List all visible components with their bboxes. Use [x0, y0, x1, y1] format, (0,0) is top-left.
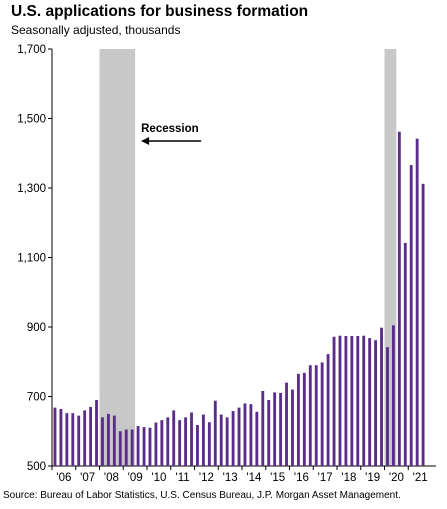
y-tick-label: 500 — [27, 461, 46, 473]
bar — [243, 403, 247, 466]
bar — [362, 335, 366, 466]
bar — [285, 382, 288, 466]
bar — [124, 429, 128, 466]
bar — [314, 365, 318, 466]
bar — [380, 327, 383, 466]
bar — [273, 392, 277, 466]
bar — [391, 325, 395, 466]
bar — [320, 362, 324, 466]
recession-shading-layer — [99, 49, 397, 466]
bar — [178, 420, 182, 466]
bar — [136, 426, 140, 466]
bar — [415, 138, 419, 466]
bar — [148, 427, 152, 466]
bar — [89, 406, 93, 466]
bar — [403, 242, 407, 466]
bar — [374, 340, 378, 466]
bar — [101, 417, 104, 466]
bar — [356, 336, 360, 466]
bar — [302, 372, 306, 466]
bar — [279, 393, 283, 466]
chart-subtitle: Seasonally adjusted, thousands — [11, 23, 181, 37]
bar — [267, 399, 271, 466]
bar — [350, 336, 354, 466]
x-tick-label: '08 — [104, 472, 119, 484]
x-tick-label: '12 — [199, 472, 214, 484]
y-tick-label: 1,100 — [17, 253, 46, 265]
x-tick-label: '10 — [151, 472, 166, 484]
x-tick-label: '15 — [270, 472, 285, 484]
x-tick-label: '11 — [176, 472, 190, 484]
bar — [421, 183, 425, 466]
bar — [106, 413, 110, 466]
bar — [326, 354, 330, 466]
bar — [83, 410, 87, 466]
x-tick-label: '20 — [389, 472, 404, 484]
bar — [344, 336, 348, 466]
bar — [207, 422, 211, 466]
bar — [397, 131, 401, 466]
bar — [77, 415, 81, 466]
recession-band — [99, 49, 136, 466]
y-tick-label: 1,700 — [17, 44, 46, 56]
bar — [308, 365, 312, 466]
x-tick-label: '07 — [80, 472, 95, 484]
y-tick-label: 700 — [27, 392, 46, 404]
bar — [296, 373, 300, 466]
bar — [53, 407, 57, 466]
x-tick-label: '19 — [365, 472, 380, 484]
bar — [291, 389, 294, 466]
bar — [201, 414, 205, 466]
annotation-layer: Recession — [141, 123, 202, 145]
y-tick-label: 1,500 — [17, 114, 46, 126]
bar — [95, 399, 98, 466]
bar — [65, 413, 69, 466]
bar — [213, 400, 217, 466]
bar — [368, 338, 372, 466]
bar — [237, 407, 241, 466]
recession-annotation-label: Recession — [141, 123, 199, 135]
x-tick-label: '14 — [246, 472, 262, 484]
bar — [118, 431, 122, 466]
y-tick-label: 900 — [27, 322, 46, 334]
x-tick-label: '17 — [318, 472, 333, 484]
chart-source-note: Source: Bureau of Labor Statistics, U.S.… — [3, 490, 401, 501]
x-tick-label: '18 — [341, 472, 356, 484]
bar — [249, 404, 253, 466]
bar — [255, 411, 259, 466]
bar — [332, 336, 336, 466]
bars-layer — [53, 131, 425, 466]
bar — [261, 390, 265, 466]
bar — [172, 410, 176, 466]
recession-band — [384, 49, 397, 466]
x-tick-label: '06 — [56, 472, 71, 484]
tick-label-layer: 500 700 900 1,100 1,300 1,500 1,700 '06 '07 '08 '0… — [17, 44, 427, 484]
bar — [196, 424, 199, 466]
bar — [154, 422, 158, 466]
bar — [166, 417, 170, 466]
x-tick-label: '09 — [128, 472, 143, 484]
bar — [130, 429, 134, 466]
bar — [160, 420, 164, 466]
annotation-arrow-head — [141, 137, 150, 145]
bar — [142, 427, 146, 466]
bar — [338, 335, 342, 466]
x-tick-label: '13 — [223, 472, 238, 484]
bar — [71, 413, 75, 466]
bar — [409, 165, 413, 466]
bar — [112, 415, 116, 466]
bar — [59, 409, 63, 466]
x-tick-label: '16 — [294, 472, 309, 484]
bar — [231, 411, 235, 466]
x-tick-label: '21 — [413, 472, 428, 484]
bar — [219, 414, 223, 466]
bar — [184, 417, 188, 466]
bar — [190, 412, 193, 466]
bar — [225, 417, 229, 466]
chart-title: U.S. applications for business formation — [11, 3, 309, 20]
bar — [386, 347, 389, 466]
y-tick-label: 1,300 — [17, 183, 46, 195]
